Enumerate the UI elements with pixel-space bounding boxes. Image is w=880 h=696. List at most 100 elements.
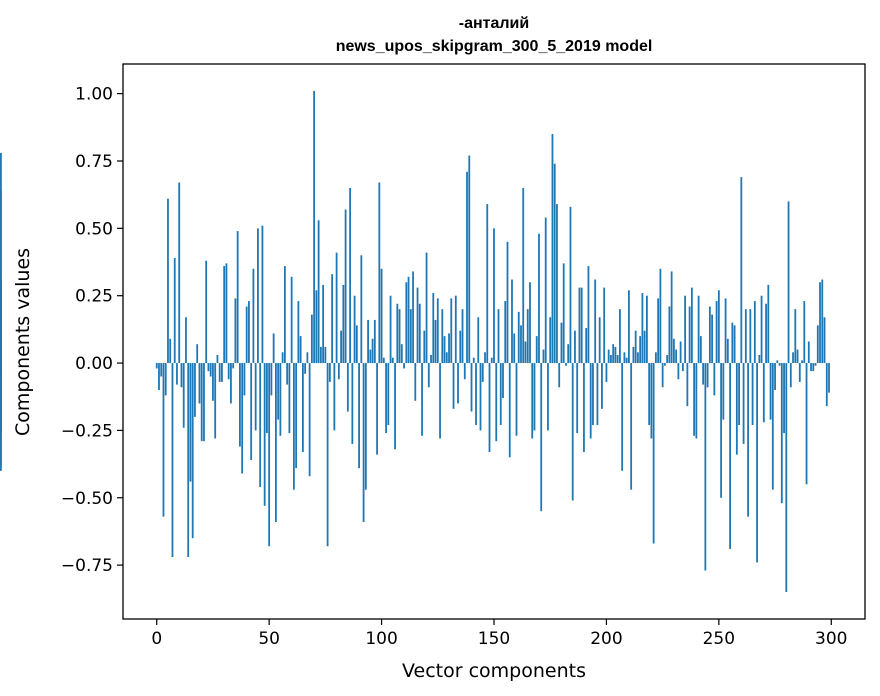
bar-17 xyxy=(194,363,196,417)
bar-130 xyxy=(448,333,450,364)
bar-95 xyxy=(369,349,372,364)
bar-50 xyxy=(268,363,271,547)
bar-115 xyxy=(414,363,417,401)
bar-85 xyxy=(346,363,349,412)
bar-20 xyxy=(200,363,203,442)
bar-24 xyxy=(209,363,212,377)
bar-298 xyxy=(825,363,828,407)
bar-10 xyxy=(178,182,181,364)
bar-168 xyxy=(533,363,536,431)
x-tick-label: 50 xyxy=(258,629,280,649)
bar-240 xyxy=(695,363,698,439)
bar-46 xyxy=(259,363,262,487)
bar-66 xyxy=(304,363,307,374)
bar-34 xyxy=(232,363,235,369)
bar-15 xyxy=(189,363,192,482)
bar-197 xyxy=(598,317,601,364)
bar-70 xyxy=(313,90,316,364)
bar-157 xyxy=(508,363,511,458)
bar-221 xyxy=(652,363,655,544)
bar-77 xyxy=(328,363,331,382)
bar-297 xyxy=(823,317,826,364)
bar-81 xyxy=(337,363,340,380)
bar-148 xyxy=(488,363,491,452)
y-tick-label: −0.75 xyxy=(61,556,113,576)
bar-150 xyxy=(493,228,495,364)
bar-230 xyxy=(672,338,675,364)
bar-226 xyxy=(663,363,666,366)
bar-276 xyxy=(776,360,779,364)
bar-54 xyxy=(277,363,280,420)
bar-129 xyxy=(445,352,448,364)
bar-134 xyxy=(457,363,459,404)
bar-268 xyxy=(758,354,761,364)
bar-undefined xyxy=(0,363,2,420)
y-tick-label: −0.25 xyxy=(61,421,113,441)
bar-87 xyxy=(351,363,354,444)
bar-189 xyxy=(580,287,583,364)
bar-211 xyxy=(630,363,633,490)
bar-42 xyxy=(250,363,253,461)
bar-14 xyxy=(187,363,190,558)
bar-43 xyxy=(252,268,255,364)
bar-252 xyxy=(722,363,725,420)
chart-title: -анталий xyxy=(459,15,529,32)
bar-122 xyxy=(430,354,432,364)
bar-103 xyxy=(387,363,390,426)
bar-275 xyxy=(774,363,776,390)
bar-169 xyxy=(535,336,538,364)
bar-26 xyxy=(214,363,217,439)
bar-170 xyxy=(538,233,540,364)
x-axis: 0 50 100 150 200 250 300 xyxy=(151,619,847,649)
bar-177 xyxy=(553,163,556,364)
bar-146 xyxy=(484,352,486,364)
bar-7 xyxy=(171,363,174,558)
bar-231 xyxy=(675,349,678,364)
y-tick-label: 0.50 xyxy=(75,219,113,239)
bar-241 xyxy=(697,295,700,364)
bar-131 xyxy=(450,298,453,364)
bar-283 xyxy=(792,352,794,364)
bar-57 xyxy=(283,266,286,364)
bar-56 xyxy=(281,352,284,364)
bar-158 xyxy=(511,279,513,364)
bar-89 xyxy=(355,325,358,364)
bar-90 xyxy=(358,363,360,469)
bar-18 xyxy=(196,344,199,364)
bar-175 xyxy=(549,317,552,364)
bar-209 xyxy=(625,357,628,364)
bar-132 xyxy=(452,363,455,409)
bar-192 xyxy=(587,266,590,364)
bar-48 xyxy=(263,363,266,506)
bar-4 xyxy=(164,363,167,396)
bar-293 xyxy=(814,363,817,366)
bar-225 xyxy=(661,363,664,388)
bar-13 xyxy=(185,317,187,364)
bar-27 xyxy=(216,354,219,364)
bar-266 xyxy=(753,301,756,364)
bar-202 xyxy=(610,354,612,364)
bar-279 xyxy=(783,363,785,434)
bar-143 xyxy=(477,317,480,364)
bar-245 xyxy=(706,363,709,388)
bar-228 xyxy=(668,306,671,364)
bar-30 xyxy=(223,266,226,364)
bar-165 xyxy=(526,309,529,364)
bar-3 xyxy=(162,363,165,517)
bar-109 xyxy=(400,344,403,364)
bar-244 xyxy=(704,363,707,571)
bar-285 xyxy=(796,349,799,364)
bar-164 xyxy=(524,341,527,364)
bar-100 xyxy=(380,268,383,364)
bar-277 xyxy=(778,363,781,366)
bar-206 xyxy=(619,309,621,364)
bar-267 xyxy=(756,363,758,563)
bar-119 xyxy=(423,330,426,364)
bar-151 xyxy=(495,363,498,442)
bar-259 xyxy=(738,363,740,426)
bar-273 xyxy=(769,363,772,420)
bar-120 xyxy=(425,252,428,364)
bar-234 xyxy=(681,363,684,372)
bar-94 xyxy=(367,319,369,364)
